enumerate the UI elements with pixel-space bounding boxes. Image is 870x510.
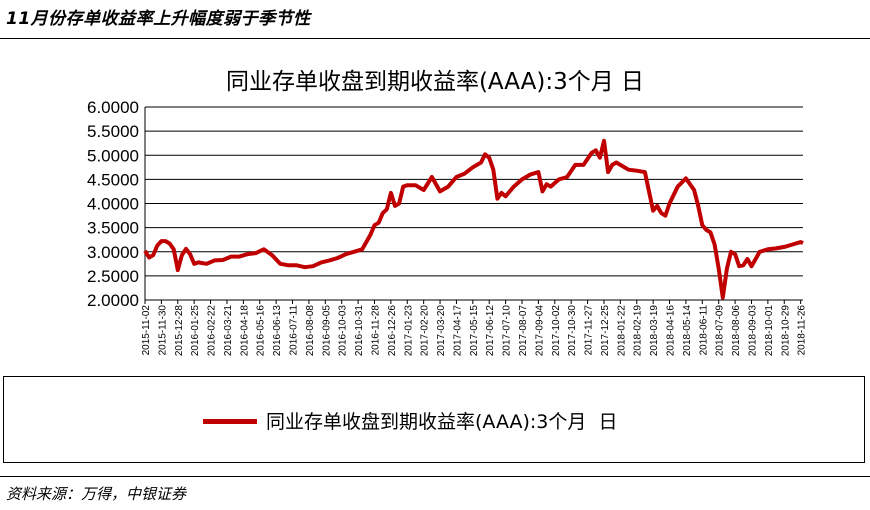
gridlines	[145, 106, 803, 277]
y-tick-label: 6.0000	[87, 98, 139, 117]
x-tick-label: 2018-02-19	[633, 305, 644, 357]
x-tick-label: 2017-02-20	[420, 305, 431, 357]
y-tick-label: 2.5000	[87, 267, 139, 286]
x-tick-label: 2016-08-08	[305, 305, 316, 357]
x-tick-label: 2018-03-19	[649, 305, 660, 357]
x-tick-label: 2016-02-22	[207, 305, 218, 357]
figure-heading: 11月份存单收益率上升幅度弱于季节性	[6, 9, 311, 29]
x-tick-label: 2016-10-03	[338, 305, 349, 357]
x-tick-label: 2017-06-12	[485, 305, 496, 357]
x-tick-label: 2018-01-22	[616, 305, 627, 357]
x-tick-label: 2018-10-01	[764, 305, 775, 357]
x-tick-label: 2016-09-05	[321, 305, 332, 357]
x-tick-label: 2018-10-29	[780, 305, 791, 357]
source-rule	[0, 476, 870, 477]
legend-swatch	[203, 419, 257, 424]
x-tick-label: 2018-09-03	[747, 305, 758, 357]
x-tick-label: 2015-11-30	[157, 305, 168, 356]
x-tick-label: 2017-09-04	[534, 305, 545, 357]
series-line-cd-yield-3m	[143, 138, 804, 300]
x-tick-label: 2018-04-16	[666, 305, 677, 357]
x-tick-label: 2016-03-21	[223, 305, 234, 357]
x-tick-label: 2018-06-11	[698, 305, 709, 356]
x-tick-label: 2018-11-26	[797, 305, 808, 356]
x-tick-label: 2016-01-25	[190, 305, 201, 357]
y-tick-label: 3.0000	[87, 243, 139, 262]
x-tick-label: 2016-04-18	[239, 305, 250, 357]
x-axis-tick-labels: 2015-11-02 2015-11-30 2015-12-28 2016-01-25…	[141, 300, 808, 356]
y-tick-label: 3.5000	[87, 219, 139, 238]
x-tick-label: 2017-10-30	[567, 305, 578, 357]
x-tick-label: 2017-07-10	[502, 305, 513, 357]
x-tick-label: 2017-10-02	[551, 305, 562, 357]
x-tick-label: 2017-05-15	[469, 305, 480, 357]
x-tick-label: 2016-07-11	[289, 305, 300, 356]
x-tick-label: 2017-01-23	[403, 305, 414, 357]
x-tick-label: 2016-12-26	[387, 305, 398, 357]
source-note: 资料来源：万得，中银证券	[6, 485, 187, 503]
y-tick-label: 2.0000	[87, 291, 139, 310]
x-tick-label: 2016-11-28	[370, 305, 381, 356]
x-tick-label: 2015-12-28	[174, 305, 185, 357]
line-chart: 2.0000 2.5000 3.0000 3.5000 4.0000 4.5000 5.00…	[87, 98, 808, 356]
x-tick-label: 2018-08-06	[731, 305, 742, 357]
heading-rule	[0, 38, 870, 39]
x-tick-label: 2017-08-07	[518, 305, 529, 357]
x-tick-label: 2016-05-16	[256, 305, 267, 357]
x-tick-label: 2018-07-09	[715, 305, 726, 357]
y-tick-label: 5.5000	[87, 122, 139, 141]
y-tick-label: 4.0000	[87, 195, 139, 214]
x-tick-label: 2017-03-20	[436, 305, 447, 357]
x-tick-label: 2017-04-17	[452, 305, 463, 357]
x-tick-label: 2017-12-25	[600, 305, 611, 357]
chart-title: 同业存单收盘到期收益率(AAA):3个月 日	[225, 69, 645, 95]
x-tick-label: 2016-06-13	[272, 305, 283, 357]
x-tick-label: 2018-05-14	[682, 305, 693, 357]
legend: 同业存单收盘到期收益率(AAA):3个月 日	[3, 376, 865, 463]
y-tick-label: 5.0000	[87, 146, 139, 165]
x-tick-label: 2016-10-31	[354, 305, 365, 357]
x-tick-label: 2017-11-27	[584, 305, 595, 356]
legend-label: 同业存单收盘到期收益率(AAA):3个月 日	[266, 411, 618, 433]
x-tick-label: 2015-11-02	[141, 305, 152, 356]
y-tick-label: 4.5000	[87, 170, 139, 189]
y-axis-tick-labels: 2.0000 2.5000 3.0000 3.5000 4.0000 4.5000 5.00…	[87, 98, 139, 310]
